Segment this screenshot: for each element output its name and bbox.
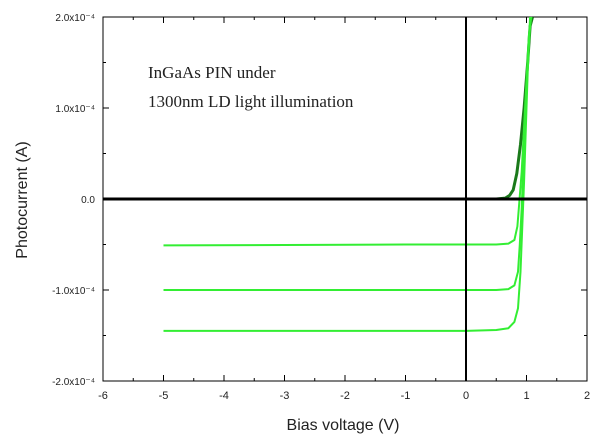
x-axis-label: Bias voltage (V) — [287, 417, 400, 434]
y-axis-label: Photocurrent (A) — [14, 141, 31, 258]
y-tick-label: -1.0x10⁻⁴ — [52, 286, 95, 297]
y-tick-label: 0.0 — [81, 195, 95, 206]
iv-curve-3 — [163, 16, 532, 291]
x-tick-label: 0 — [463, 390, 469, 402]
curves-layer — [163, 16, 534, 332]
annotation-line-1: InGaAs PIN under — [148, 63, 276, 82]
x-tick-label: -1 — [401, 390, 411, 402]
y-tick-label: -2.0x10⁻⁴ — [52, 377, 95, 388]
x-tick-label: -5 — [159, 390, 169, 402]
axes-layer: -6 -5 -4 -3 -2 -1 0 1 2 -2.0x10⁻⁴ -1.0x10⁻⁴ 0.0 1.0x… — [52, 13, 590, 402]
labels-layer: Bias voltage (V) Photocurrent (A) InGaAs… — [14, 63, 399, 434]
x-tick-label: -2 — [340, 390, 350, 402]
annotation-line-2: 1300nm LD light illumination — [148, 92, 354, 111]
x-tick-label: -6 — [98, 390, 108, 402]
y-tick-label: 1.0x10⁻⁴ — [55, 104, 95, 115]
iv-curve-2 — [163, 16, 533, 247]
y-tick-label: 2.0x10⁻⁴ — [55, 13, 95, 24]
x-tick-label: 2 — [584, 390, 590, 402]
x-tick-label: -3 — [280, 390, 290, 402]
x-tick-label: -4 — [219, 390, 229, 402]
x-tick-label: 1 — [523, 390, 529, 402]
iv-curve-4 — [163, 16, 532, 332]
